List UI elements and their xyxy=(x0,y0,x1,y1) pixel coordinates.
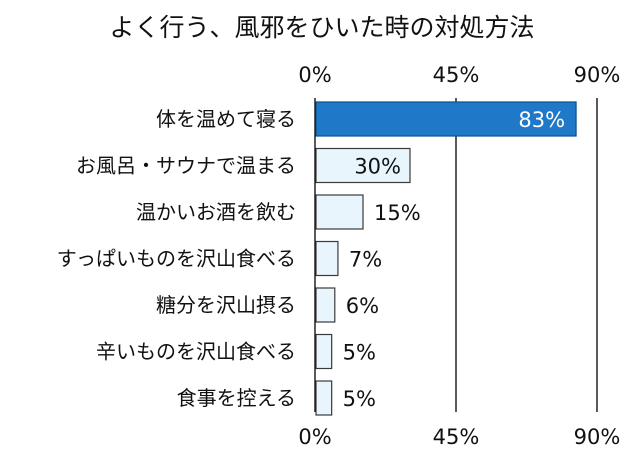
bar-5 xyxy=(315,333,333,370)
category-label-2: 温かいお酒を飲む xyxy=(136,200,296,224)
top-tick-label-0: 0% xyxy=(298,63,331,87)
bar-2 xyxy=(315,194,364,230)
value-labels: 83% 30% 15% 7% 6% 5% 5% xyxy=(343,108,565,411)
bar-0 xyxy=(315,101,577,137)
bars xyxy=(315,101,577,416)
category-label-6: 食事を控える xyxy=(177,386,296,410)
bar-4 xyxy=(315,287,336,323)
value-label-1: 30% xyxy=(354,155,401,179)
grid-lines xyxy=(314,98,598,412)
bottom-tick-label-2: 90% xyxy=(574,425,621,449)
value-label-3: 7% xyxy=(349,248,382,272)
value-label-5: 5% xyxy=(343,341,376,365)
value-label-2: 15% xyxy=(374,201,421,225)
bar-3 xyxy=(315,240,339,277)
category-labels: 体を温めて寝るお風呂・サウナで温まる温かいお酒を飲むすっぱいものを沢山食べる糖分… xyxy=(57,107,296,410)
category-label-5: 辛いものを沢山食べる xyxy=(96,340,296,364)
category-label-0: 体を温めて寝る xyxy=(156,107,296,131)
bar-1 xyxy=(315,147,411,184)
bottom-tick-label-0: 0% xyxy=(298,425,331,449)
axis-tick-labels: 0% 0% 45% 45% 90% 90% xyxy=(298,63,620,449)
category-label-1: お風呂・サウナで温まる xyxy=(76,154,296,178)
bar-6 xyxy=(315,380,333,416)
category-label-4: 糖分を沢山摂る xyxy=(156,293,296,317)
category-label-3: すっぱいものを沢山食べる xyxy=(57,247,296,271)
value-label-4: 6% xyxy=(346,294,379,318)
value-label-0: 83% xyxy=(518,108,565,132)
top-tick-label-2: 90% xyxy=(574,63,621,87)
top-tick-label-1: 45% xyxy=(433,63,480,87)
bottom-tick-label-1: 45% xyxy=(433,425,480,449)
value-label-6: 5% xyxy=(343,387,376,411)
chart-title: よく行う、風邪をひいた時の対処方法 xyxy=(109,13,534,42)
